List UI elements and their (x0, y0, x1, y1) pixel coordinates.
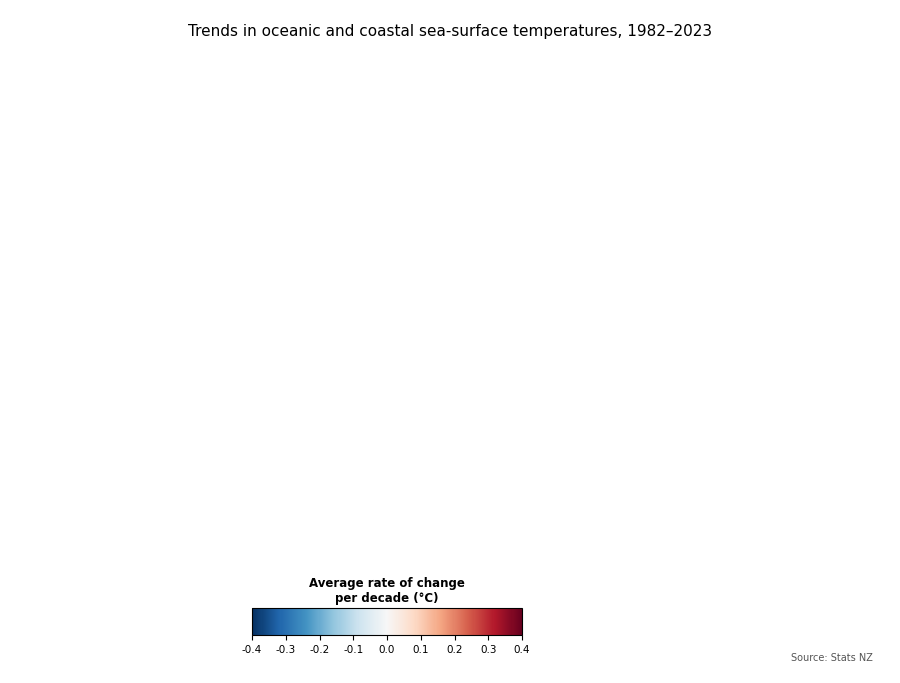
Text: Source: Stats NZ: Source: Stats NZ (791, 652, 873, 663)
Title: Average rate of change
per decade (°C): Average rate of change per decade (°C) (309, 577, 465, 605)
Text: Trends in oceanic and coastal sea-surface temperatures, 1982–2023: Trends in oceanic and coastal sea-surfac… (188, 24, 712, 39)
